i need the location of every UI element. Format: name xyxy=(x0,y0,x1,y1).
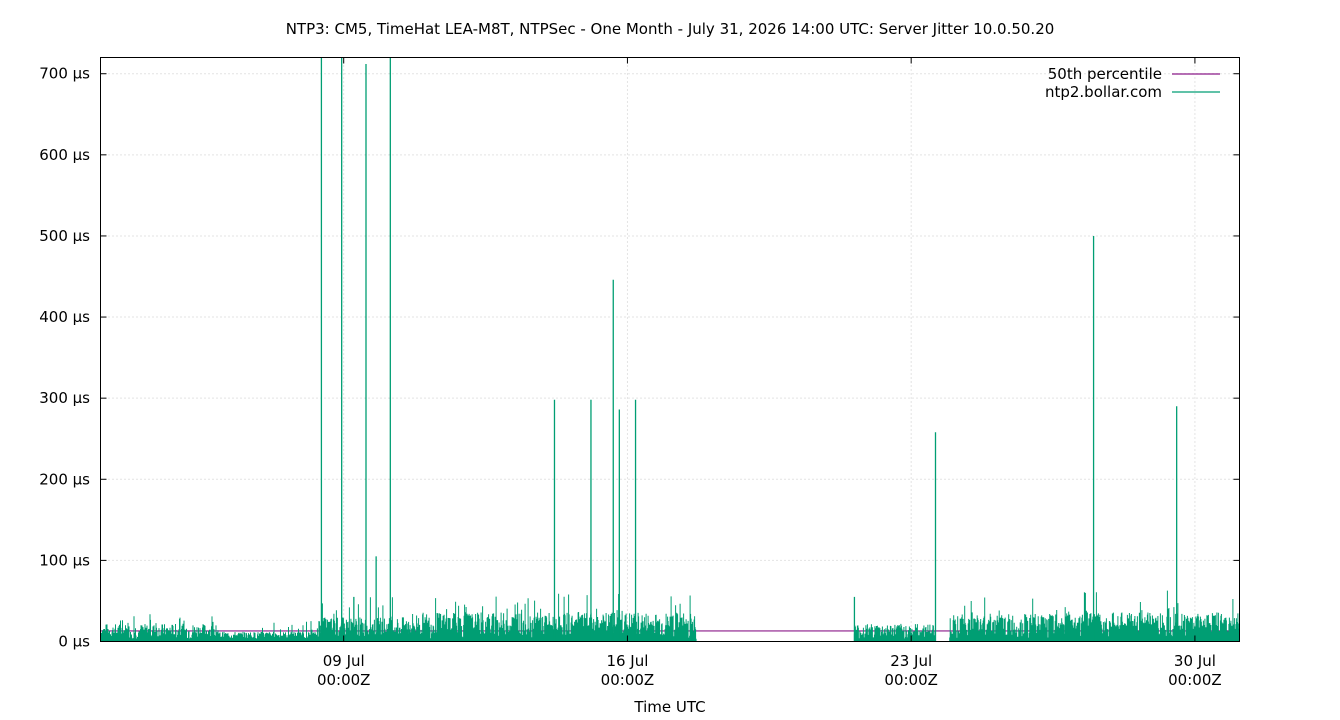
series-ntp2-band xyxy=(213,621,318,642)
series-ntp2-band xyxy=(408,593,697,642)
y-tick-label: 600 µs xyxy=(39,146,90,164)
y-tick-label: 0 µs xyxy=(58,633,90,651)
legend-label: ntp2.bollar.com xyxy=(1045,83,1162,101)
grid xyxy=(100,57,1240,642)
x-tick-time: 00:00Z xyxy=(601,671,655,689)
x-tick-time: 00:00Z xyxy=(1168,671,1222,689)
y-tick-label: 300 µs xyxy=(39,389,90,407)
y-tick-label: 500 µs xyxy=(39,227,90,245)
x-tick-date: 23 Jul xyxy=(890,652,932,670)
x-axis-label: Time UTC xyxy=(633,698,705,716)
plot-frame xyxy=(100,57,1240,642)
y-tick-label: 700 µs xyxy=(39,65,90,83)
x-tick-date: 16 Jul xyxy=(606,652,648,670)
axis-ticks xyxy=(100,57,1240,642)
plot-series xyxy=(100,57,1240,642)
x-tick-date: 09 Jul xyxy=(323,652,365,670)
x-tick-time: 00:00Z xyxy=(884,671,938,689)
series-ntp2-band xyxy=(949,597,1066,642)
x-tick-date: 30 Jul xyxy=(1174,652,1216,670)
y-tick-label: 400 µs xyxy=(39,308,90,326)
y-tick-labels: 0 µs 100 µs 200 µs 300 µs 400 µs 500 µs 600 µs… xyxy=(39,65,90,651)
x-tick-time: 00:00Z xyxy=(317,671,371,689)
series-ntp2-band xyxy=(1064,607,1078,642)
y-tick-label: 100 µs xyxy=(39,551,90,569)
y-tick-label: 200 µs xyxy=(39,470,90,488)
series-ntp2-band xyxy=(853,623,936,642)
legend-label: 50th percentile xyxy=(1048,65,1162,83)
series-ntp2-band xyxy=(1076,590,1240,642)
chart-title: NTP3: CM5, TimeHat LEA-M8T, NTPSec - One… xyxy=(286,20,1055,38)
series-ntp2-band xyxy=(316,597,409,642)
series-ntp2-band xyxy=(100,614,214,642)
